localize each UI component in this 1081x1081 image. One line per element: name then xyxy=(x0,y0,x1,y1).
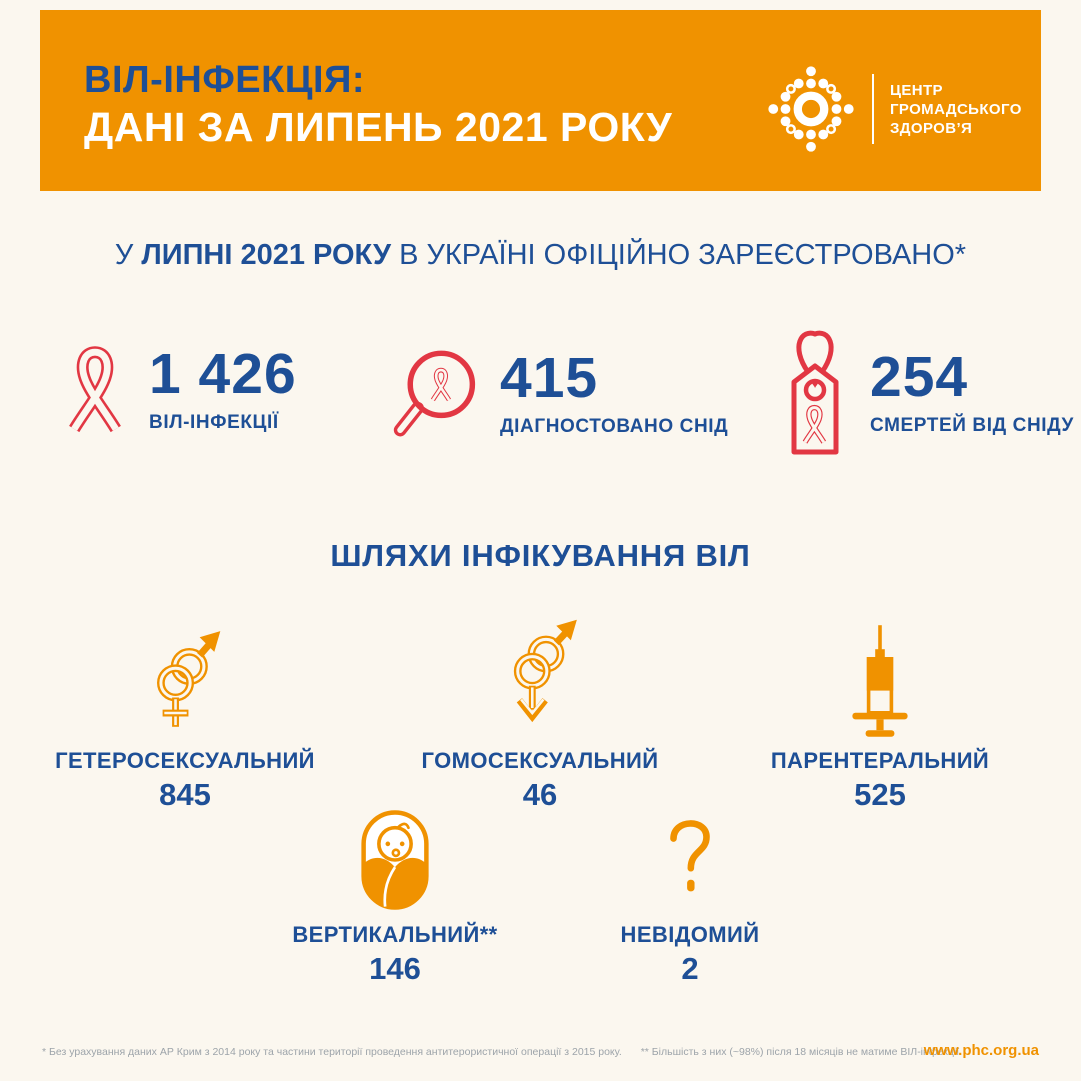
question-icon xyxy=(670,820,710,892)
path-value: 525 xyxy=(854,777,906,812)
stat-value: 1 426 xyxy=(149,341,297,406)
logo-text-line3: ЗДОРОВ’Я xyxy=(890,119,973,137)
toe-tag-ribbon-icon: ♥ xyxy=(791,330,839,455)
path-label: НЕВІДОМИЙ xyxy=(620,922,760,947)
homosexual-icon xyxy=(513,619,577,723)
stat-label: ДІАГНОСТОВАНО СНІД xyxy=(500,416,729,437)
stat-hiv-infections: 1 426 ВІЛ-ІНФЕКЦІЇ xyxy=(63,342,297,436)
icon-box xyxy=(500,614,580,738)
stat-label: ВІЛ-ІНФЕКЦІЇ xyxy=(149,411,279,433)
icon-box xyxy=(850,614,910,738)
path-homosexual: ГОМОСЕКСУАЛЬНИЙ 46 xyxy=(420,614,660,813)
stat-text: 1 426 ВІЛ-ІНФЕКЦІЇ xyxy=(149,345,297,434)
path-value: 2 xyxy=(681,951,699,986)
icon-box xyxy=(657,802,723,912)
path-parenteral: ПАРЕНТЕРАЛЬНИЙ 525 xyxy=(760,614,1000,813)
path-label: ГЕТЕРОСЕКСУАЛЬНИЙ xyxy=(55,748,315,773)
stat-text: 254 СМЕРТЕЙ ВІД СНІДУ xyxy=(870,348,1074,437)
magnifier-ribbon-icon xyxy=(393,350,476,437)
phc-logo: ЦЕНТР ГРОМАДСЬКОГО ЗДОРОВ’Я xyxy=(762,60,1022,158)
title-line-2: ДАНІ ЗА ЛИПЕНЬ 2021 РОКУ xyxy=(84,104,673,150)
stat-text: 415 ДІАГНОСТОВАНО СНІД xyxy=(500,349,728,438)
stat-value: 254 xyxy=(870,344,969,409)
ribbon-icon xyxy=(63,342,127,436)
logo-text: ЦЕНТР ГРОМАДСЬКОГО ЗДОРОВ’Я xyxy=(890,81,1022,138)
phc-dots-logo-icon xyxy=(768,66,854,152)
path-vertical: ВЕРТИКАЛЬНИЙ** 146 xyxy=(275,802,515,987)
icon-box xyxy=(146,614,224,738)
path-heterosexual: ГЕТЕРОСЕКСУАЛЬНИЙ 845 xyxy=(55,614,315,813)
website-link[interactable]: www.phc.org.ua xyxy=(923,1042,1039,1059)
footnote-2: ** Більшість з них (~98%) після 18 місяц… xyxy=(640,1046,963,1058)
logo-text-line2: ГРОМАДСЬКОГО xyxy=(890,100,1022,118)
footnotes: * Без урахування даних АР Крим з 2014 ро… xyxy=(42,1046,962,1058)
section-title: ШЛЯХИ ІНФІКУВАННЯ ВІЛ xyxy=(330,538,751,573)
path-unknown: НЕВІДОМИЙ 2 xyxy=(570,802,810,987)
heterosexual-icon xyxy=(157,631,221,727)
stat-aids-diagnosed: 415 ДІАГНОСТОВАНО СНІД xyxy=(390,346,728,441)
syringe-icon xyxy=(852,625,908,737)
stat-label: СМЕРТЕЙ ВІД СНІДУ xyxy=(870,414,1074,436)
footnote-1: * Без урахування даних АР Крим з 2014 ро… xyxy=(42,1046,622,1058)
subtitle-prefix: У xyxy=(114,239,142,271)
logo-divider xyxy=(872,74,874,144)
tag-heart-glyph: ♥ xyxy=(812,379,819,391)
path-label: ГОМОСЕКСУАЛЬНИЙ xyxy=(421,748,659,773)
stat-aids-deaths: ♥ 254 СМЕРТЕЙ ВІД СНІДУ xyxy=(782,326,1074,458)
header-banner: ВІЛ-ІНФЕКЦІЯ: ДАНІ ЗА ЛИПЕНЬ 2021 РОКУ xyxy=(40,10,1041,191)
page-title: ВІЛ-ІНФЕКЦІЯ: ДАНІ ЗА ЛИПЕНЬ 2021 РОКУ xyxy=(84,57,672,152)
subtitle-bold: ЛИПНІ 2021 РОКУ xyxy=(141,239,392,271)
subtitle: У ЛИПНІ 2021 РОКУ В УКРАЇНІ ОФІЦІЙНО ЗАР… xyxy=(0,239,1081,272)
path-label: ПАРЕНТЕРАЛЬНИЙ xyxy=(770,748,990,773)
path-value: 46 xyxy=(522,777,558,812)
baby-icon xyxy=(361,810,429,910)
logo-text-line1: ЦЕНТР xyxy=(890,81,943,99)
subtitle-rest: В УКРАЇНІ ОФІЦІЙНО ЗАРЕЄСТРОВАНО* xyxy=(391,239,967,271)
title-line-1: ВІЛ-ІНФЕКЦІЯ: xyxy=(84,59,366,101)
path-value: 146 xyxy=(369,951,421,986)
stat-value: 415 xyxy=(500,346,599,410)
icon-box xyxy=(359,802,431,912)
path-value: 845 xyxy=(159,777,211,812)
path-label: ВЕРТИКАЛЬНИЙ** xyxy=(292,922,498,947)
